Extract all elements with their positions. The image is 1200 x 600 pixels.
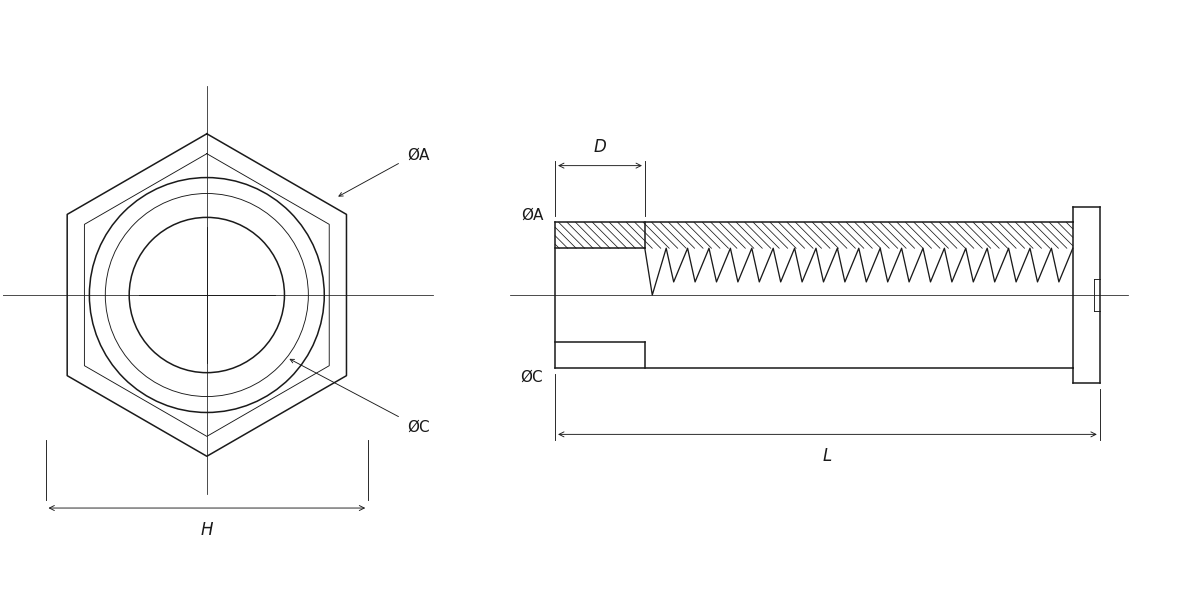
Text: ØA: ØA xyxy=(407,148,430,163)
Text: ØC: ØC xyxy=(407,419,430,434)
Text: ØA: ØA xyxy=(521,208,544,223)
Text: H: H xyxy=(200,521,214,539)
Text: ØC: ØC xyxy=(521,370,544,385)
Text: D: D xyxy=(594,137,606,155)
Text: L: L xyxy=(823,448,832,466)
